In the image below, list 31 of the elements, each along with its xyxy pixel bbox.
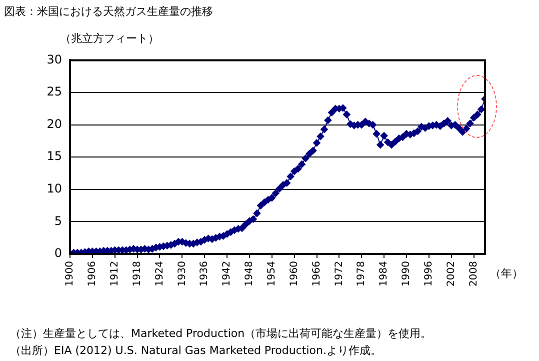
y-axis-title: （兆立方フィート） — [60, 31, 159, 46]
y-tick-label: 20 — [46, 116, 62, 131]
x-tick-label: 1942 — [222, 261, 233, 286]
x-tick-label: 1954 — [266, 261, 278, 286]
x-axis-title: （年） — [490, 266, 523, 281]
y-tick-label: 25 — [46, 84, 62, 99]
x-tick-label: 1948 — [244, 261, 256, 286]
x-tick-label: 1984 — [378, 261, 390, 286]
x-tick-label: 1996 — [424, 261, 435, 286]
y-tick-label: 15 — [46, 149, 62, 164]
chart-title: 図表：米国における天然ガス生産量の推移 — [4, 4, 213, 19]
y-tick-label: 30 — [46, 52, 62, 66]
x-tick-label: 1918 — [132, 261, 143, 286]
x-tick-label: 1936 — [199, 261, 210, 286]
x-tick-label: 1960 — [288, 261, 300, 286]
x-tick-label: 1924 — [154, 261, 166, 286]
x-tick-label: 1978 — [356, 261, 368, 286]
x-tick-label: 1972 — [334, 261, 345, 286]
text: （注）生産量としては、Marketed Production（市場に出荷可能な生産量）を使用。 — [10, 327, 432, 340]
x-tick-label: 1900 — [64, 261, 76, 286]
x-tick-label: 1930 — [176, 261, 188, 286]
x-tick-label: 1906 — [87, 261, 98, 286]
text: （出所）EIA (2012) U.S. Natural Gas Marketed Production.より作成。 — [10, 344, 382, 357]
x-tick-label: 1912 — [109, 261, 120, 286]
y-tick-label: 5 — [54, 214, 62, 228]
y-tick-label: 10 — [46, 182, 62, 196]
x-tick-label: 2008 — [468, 261, 480, 286]
x-tick-label: 1990 — [401, 261, 412, 286]
x-tick-label: 2002 — [446, 261, 457, 286]
y-tick-label: 0 — [54, 246, 62, 260]
x-tick-label: 1966 — [311, 261, 322, 286]
